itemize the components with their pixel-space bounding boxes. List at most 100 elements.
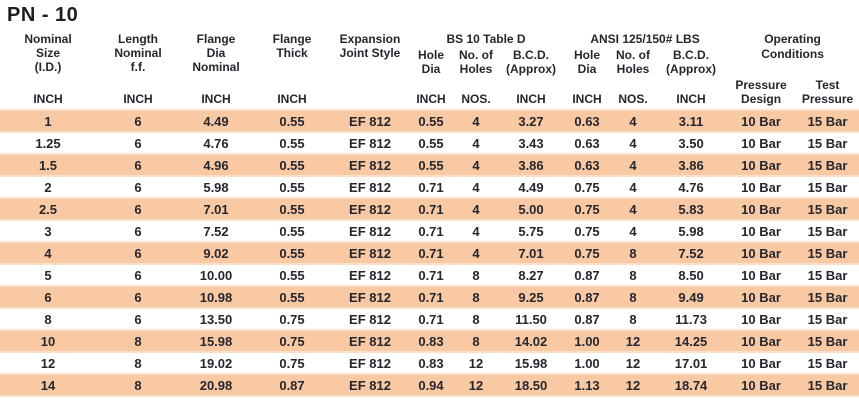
cell: 4.96 [180,153,252,177]
cell: 2 [44,179,52,195]
cell: 10 Bar [741,355,781,371]
cell: 0.71 [418,267,444,283]
table-row: 2 6 5.98 0.55 EF 812 0.71 4 4.49 0.75 4 4.76 10 Bar… [0,176,859,198]
cell: 8 [472,311,480,327]
cell: 8 [96,373,180,397]
cell: EF 812 [349,311,391,327]
cell: 0.94 [408,373,454,397]
cell: 6 [134,179,142,195]
cell: 11.73 [675,311,707,327]
col-header-label: Flange Thick [272,32,312,60]
cell: 10 Bar [726,329,797,353]
cell: 8 [610,241,657,265]
cell: 0.55 [252,241,332,265]
cell: 4 [0,241,96,265]
cell: 10 Bar [741,311,781,327]
cell: 0.71 [418,311,444,327]
cell: 10 Bar [741,179,781,195]
cell: 3.27 [498,109,565,133]
cell: EF 812 [349,179,391,195]
cell: 15 Bar [807,355,848,371]
table-row: 2.5 6 7.01 0.55 EF 812 0.71 4 5.00 0.75 4 5.83 10 B… [0,197,859,221]
col-header-flange-thick: Flange Thick INCH [252,32,332,110]
cell: 15 Bar [796,109,859,133]
cell: 0.71 [418,223,444,239]
cell: 0.75 [564,241,611,265]
cell: EF 812 [332,241,408,265]
col-header-label: Hole Dia [417,48,444,76]
cell: 8 [96,329,180,353]
cell: 3.43 [518,135,544,151]
col-header-unit: INCH [33,92,63,106]
cell: 0.83 [418,355,444,371]
cell: 15 Bar [796,197,859,221]
col-header-unit: INCH [572,92,602,106]
cell: EF 812 [332,109,408,133]
cell: 8 [472,267,480,283]
table-row: 10 8 15.98 0.75 EF 812 0.83 8 14.02 1.00 12 14.25 1… [0,329,859,353]
table-row: 5 6 10.00 0.55 EF 812 0.71 8 8.27 0.87 8 8.50 10 Ba… [0,264,859,286]
col-header-label: Pressure Design [735,78,787,106]
cell: 10 Bar [726,285,797,309]
cell: 0.55 [252,197,332,221]
cell: 15 Bar [807,267,848,283]
cell: 7.01 [498,241,565,265]
col-header-unit: INCH [277,92,307,106]
table-header: Nominal Size (I.D.) INCH Length Nominal … [0,32,859,110]
col-header-label: Flange Dia Nominal [192,32,240,74]
cell: 4 [629,179,637,195]
table-row: 1 6 4.49 0.55 EF 812 0.55 4 3.27 0.63 4 3.11 10 Bar… [0,109,859,133]
cell: 7.01 [180,197,252,221]
cell: EF 812 [349,267,391,283]
cell: 6 [134,311,142,327]
group-header-label: ANSI 125/150# LBS [590,32,700,46]
cell: 0.87 [564,285,611,309]
col-header-pressure-design: Pressure Design [726,48,796,110]
cell: 1.13 [564,373,611,397]
cell: 0.83 [408,329,454,353]
cell: 19.02 [199,355,233,371]
cell: 14.02 [498,329,565,353]
cell: EF 812 [332,153,408,177]
cell: 1.5 [0,153,96,177]
cell: 0.55 [279,179,305,195]
cell: 3.50 [678,135,704,151]
cell: 10 Bar [741,267,781,283]
table-body: 1 6 4.49 0.55 EF 812 0.55 4 3.27 0.63 4 3.11 10 Bar… [0,109,859,397]
cell: 15 Bar [796,153,859,177]
col-header-label: Nominal Size (I.D.) [24,32,72,74]
cell: 10 Bar [726,197,797,221]
cell: 9.49 [656,285,727,309]
cell: 0.63 [564,109,611,133]
cell: 4 [472,223,480,239]
cell: EF 812 [349,355,391,371]
cell: 7.52 [203,223,229,239]
flange-spec-table: Nominal Size (I.D.) INCH Length Nominal … [0,32,859,397]
cell: 15 Bar [796,373,859,397]
cell: 0.87 [574,267,600,283]
cell: 4 [454,241,498,265]
cell: 0.55 [408,109,454,133]
table-row: 14 8 20.98 0.87 EF 812 0.94 12 18.50 1.13 12 18.74… [0,373,859,397]
cell: 0.75 [574,223,600,239]
cell: EF 812 [332,329,408,353]
group-header-label: BS 10 Table D [446,32,526,46]
cell: 14.25 [656,329,727,353]
table-row: 1.5 6 4.96 0.55 EF 812 0.55 4 3.86 0.63 4 3.86 10 B… [0,153,859,177]
cell: 12 [40,355,56,371]
cell: 0.71 [408,285,454,309]
col-header-bs-hole-dia: Hole Dia INCH [408,48,454,110]
cell: 3.86 [656,153,727,177]
cell: 4 [629,223,637,239]
cell: 10 Bar [726,241,797,265]
cell: 4 [610,153,657,177]
cell: 8 [629,267,637,283]
cell: 4.76 [203,135,229,151]
cell: EF 812 [349,135,391,151]
cell: 10 [0,329,96,353]
cell: 1.00 [574,355,600,371]
col-header-unit: INCH [416,92,446,106]
col-header-label: Test Pressure [801,78,854,106]
cell: 0.87 [252,373,332,397]
col-header-nominal-size: Nominal Size (I.D.) INCH [0,32,96,110]
